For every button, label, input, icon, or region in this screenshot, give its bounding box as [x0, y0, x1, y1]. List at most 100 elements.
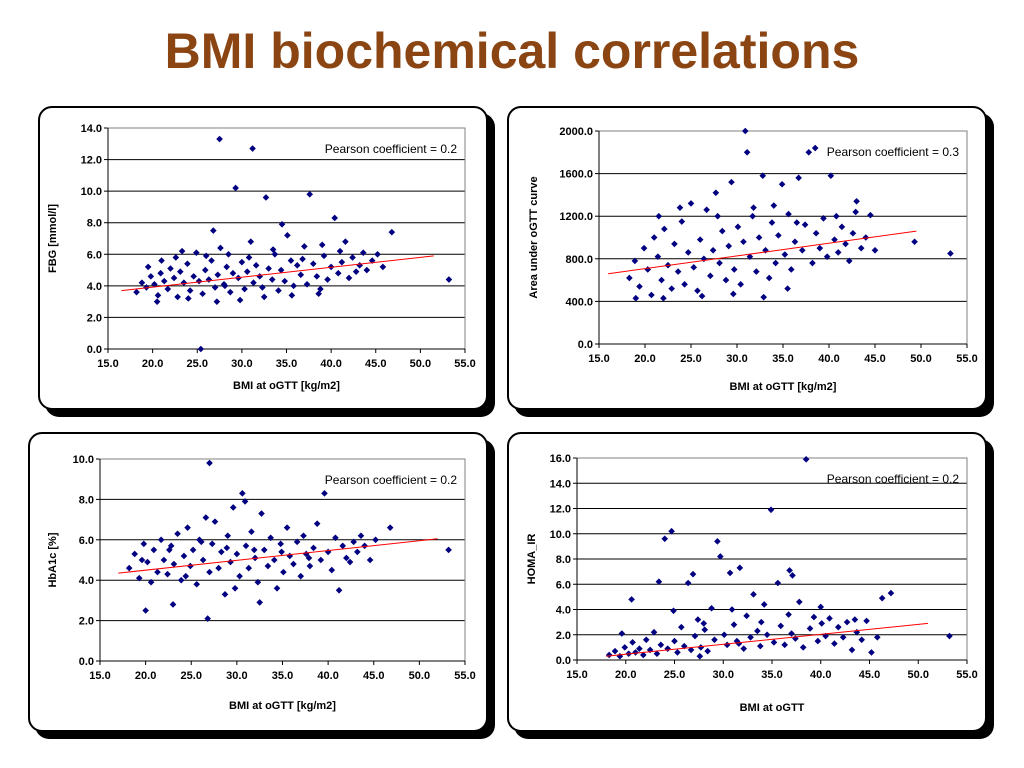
data-point [720, 631, 728, 639]
y-axis-label: FBG [mmol/l] [47, 204, 59, 273]
data-point [757, 642, 764, 650]
data-point [221, 591, 229, 598]
data-point [811, 144, 819, 152]
data-point [717, 553, 724, 560]
data-point [144, 263, 152, 271]
data-point [862, 234, 870, 241]
data-point [696, 652, 704, 660]
data-point [185, 295, 192, 302]
panel-card [507, 106, 987, 410]
data-point [336, 247, 344, 255]
data-point [735, 640, 743, 647]
data-point [258, 510, 265, 517]
data-point [297, 271, 305, 279]
data-point [233, 550, 241, 558]
data-point [195, 277, 203, 285]
data-point [278, 220, 286, 228]
data-point [791, 238, 799, 246]
data-point [718, 227, 726, 235]
data-point [823, 253, 831, 260]
data-point [221, 282, 229, 290]
y-axis-label: HbA1c [%] [47, 532, 59, 587]
y-tick-label: 1600.0 [559, 169, 593, 181]
x-tick-label: 35.0 [772, 353, 793, 365]
data-point [193, 580, 201, 588]
data-point [216, 135, 223, 143]
data-point [781, 251, 789, 258]
y-tick-label: 4.0 [556, 605, 571, 617]
data-point [350, 538, 357, 546]
data-point [753, 268, 760, 275]
data-point [154, 292, 162, 299]
y-tick-label: 2.0 [556, 630, 571, 642]
data-point [280, 568, 287, 576]
data-point [947, 250, 954, 257]
x-axis-label: BMI at oGTT [kg/m2] [730, 381, 837, 393]
data-point [160, 556, 168, 564]
x-tick-label: 50.0 [908, 669, 929, 681]
data-point [202, 252, 210, 260]
data-point [749, 212, 756, 220]
pearson-annotation: Pearson coefficient = 0.2 [325, 473, 458, 487]
data-point [818, 620, 826, 627]
data-point [796, 598, 803, 606]
data-point [788, 630, 795, 637]
data-point [229, 504, 237, 511]
panel-ogtt-area: 0.0 400.0 800.0 1200.0 1600.0 2000.0 15.0 20.0 2… [507, 106, 994, 417]
data-point [278, 548, 285, 556]
pearson-annotation: Pearson coefficient = 0.2 [827, 472, 960, 486]
data-point [227, 558, 234, 566]
data-point [306, 562, 314, 570]
data-point [740, 238, 747, 246]
data-point [204, 615, 211, 622]
y-tick-label: 1200.0 [559, 211, 593, 223]
data-point [317, 556, 325, 564]
data-point [135, 574, 143, 582]
y-tick-label: 6.0 [556, 579, 571, 591]
data-point [138, 556, 146, 564]
data-point [795, 174, 802, 182]
data-point [839, 633, 847, 641]
data-point [199, 556, 207, 564]
data-point [357, 532, 365, 540]
data-point [309, 260, 317, 268]
x-tick-label: 40.0 [320, 358, 341, 370]
y-tick-label: 4.0 [79, 575, 94, 587]
data-point [785, 611, 792, 618]
data-point [626, 274, 633, 282]
data-point [247, 238, 255, 245]
data-point [223, 544, 231, 552]
data-point [632, 294, 640, 302]
data-point [164, 285, 172, 293]
data-point [284, 232, 291, 239]
data-point [827, 172, 835, 180]
x-tick-label: 55.0 [454, 670, 475, 682]
data-point [694, 616, 702, 623]
data-point [696, 236, 704, 243]
data-point [678, 218, 686, 225]
data-point [725, 242, 733, 250]
data-point [226, 288, 234, 296]
data-point [743, 612, 750, 620]
trend-line [608, 230, 917, 275]
scatter-chart-fbg: 0.0 2.0 4.0 6.0 8.0 10.0 12.0 14.0 15.0 20.0 25.0 3… [47, 123, 476, 392]
x-tick-label: 25.0 [664, 669, 685, 681]
y-axis-label: Area under oGTT curve [528, 176, 540, 298]
data-point [660, 294, 667, 302]
data-point [223, 263, 231, 271]
data-point [605, 651, 613, 659]
data-point [300, 532, 307, 540]
data-point [250, 546, 258, 554]
data-point [293, 262, 301, 269]
data-point [655, 212, 663, 220]
data-point [801, 221, 809, 229]
data-point [252, 262, 260, 269]
data-point [676, 204, 684, 211]
data-point [160, 277, 168, 285]
data-point [704, 647, 711, 655]
data-point [843, 618, 851, 626]
data-point [249, 145, 256, 152]
data-point [310, 544, 317, 552]
data-point [142, 607, 149, 614]
data-point [241, 285, 248, 293]
